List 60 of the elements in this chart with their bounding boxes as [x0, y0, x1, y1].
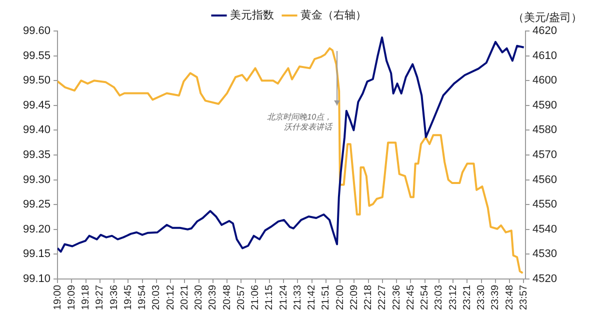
y-tick-label: 99.30 — [22, 174, 51, 186]
x-tick-label: 23:48 — [504, 284, 516, 310]
x-tick-label: 21:24 — [278, 284, 290, 310]
y-tick-label: 99.40 — [22, 124, 51, 136]
y2-tick-label: 4520 — [532, 273, 558, 286]
x-tick-label: 22:36 — [391, 284, 402, 310]
y-tick-label: 99.25 — [22, 198, 51, 211]
x-tick-label: 22:00 — [334, 284, 346, 310]
x-tick-label: 23:39 — [490, 284, 502, 310]
y2-tick-label: 4590 — [532, 99, 558, 112]
y2-tick-label: 4560 — [532, 174, 558, 186]
y-tick-label: 99.60 — [22, 25, 51, 38]
x-tick-label: 23:12 — [448, 284, 459, 310]
y-tick-label: 99.50 — [22, 74, 51, 87]
x-tick-label: 20:03 — [151, 284, 162, 310]
x-tick-label: 19:18 — [80, 284, 92, 310]
y-tick-label: 99.15 — [22, 248, 51, 260]
x-tick-label: 20:48 — [222, 284, 233, 310]
y2-tick-label: 4600 — [532, 74, 558, 87]
x-tick-label: 22:45 — [405, 284, 416, 310]
x-tick-label: 21:51 — [320, 284, 332, 310]
x-tick-label: 22:18 — [363, 284, 374, 310]
y2-tick-label: 4580 — [532, 124, 558, 136]
y2-axis-title: （美元/盎司） — [513, 11, 582, 24]
x-tick-label: 20:39 — [208, 284, 219, 310]
x-tick-label: 23:21 — [462, 284, 473, 310]
annotation: 北京时间晚10点，沃什发表讲话 — [267, 112, 334, 132]
y-tick-label: 99.35 — [22, 149, 51, 162]
y2-tick-label: 4530 — [532, 248, 558, 260]
y-tick-label: 99.20 — [22, 223, 51, 236]
y2-tick-label: 4550 — [532, 198, 558, 211]
y-tick-label: 99.45 — [22, 99, 51, 112]
x-tick-label: 19:09 — [66, 284, 78, 310]
x-tick-label: 21:42 — [306, 284, 318, 310]
legend-label: 黄金（右轴） — [300, 8, 366, 22]
x-tick-label: 19:45 — [122, 284, 134, 310]
x-tick-label: 23:03 — [434, 284, 445, 310]
x-tick-label: 22:27 — [377, 284, 388, 310]
y-tick-label: 99.10 — [22, 273, 51, 286]
legend-label: 美元指数 — [230, 8, 274, 22]
x-tick-label: 20:57 — [236, 284, 247, 310]
x-tick-label: 22:09 — [348, 284, 360, 310]
y2-tick-label: 4610 — [532, 50, 558, 62]
y2-tick-label: 4570 — [532, 149, 558, 162]
x-tick-label: 23:30 — [476, 284, 488, 310]
y2-tick-label: 4620 — [532, 25, 558, 38]
x-tick-label: 19:27 — [94, 284, 106, 310]
x-tick-label: 20:30 — [194, 284, 205, 310]
x-tick-label: 21:15 — [264, 284, 276, 310]
x-tick-label: 19:36 — [108, 284, 120, 310]
x-tick-label: 20:21 — [179, 284, 190, 310]
x-tick-label: 20:12 — [165, 284, 176, 310]
x-tick-label: 23:57 — [518, 284, 530, 310]
x-tick-label: 21:06 — [250, 284, 262, 310]
x-tick-label: 22:54 — [420, 284, 431, 310]
y-tick-label: 99.55 — [22, 50, 51, 62]
x-tick-label: 21:33 — [292, 284, 304, 310]
y2-tick-label: 4540 — [532, 223, 558, 236]
x-tick-label: 19:54 — [137, 284, 148, 310]
x-tick-label: 19:00 — [52, 284, 64, 310]
